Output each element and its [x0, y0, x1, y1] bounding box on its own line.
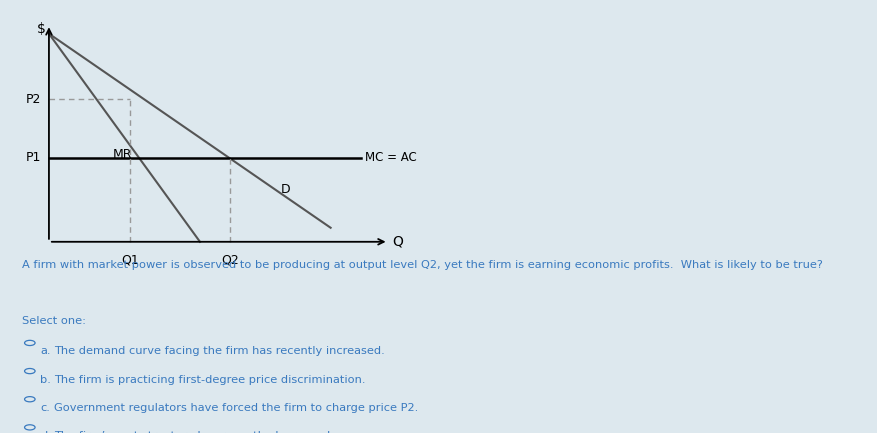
Text: D: D: [281, 183, 290, 196]
Text: MC = AC: MC = AC: [366, 151, 417, 164]
Text: The demand curve facing the firm has recently increased.: The demand curve facing the firm has rec…: [54, 346, 385, 356]
Text: Government regulators have forced the firm to charge price P2.: Government regulators have forced the fi…: [54, 403, 418, 413]
Text: $: $: [38, 22, 46, 36]
Text: c.: c.: [40, 403, 50, 413]
Text: d.: d.: [40, 431, 51, 433]
Text: The firm’s cost structure has recently decreased.: The firm’s cost structure has recently d…: [54, 431, 334, 433]
Text: b.: b.: [40, 375, 51, 385]
Text: A firm with market power is observed to be producing at output level Q2, yet the: A firm with market power is observed to …: [22, 260, 823, 270]
Text: The firm is practicing first-degree price discrimination.: The firm is practicing first-degree pric…: [54, 375, 366, 385]
Text: a.: a.: [40, 346, 51, 356]
Text: Q: Q: [392, 235, 403, 249]
Text: P1: P1: [25, 151, 41, 164]
Text: Q2: Q2: [221, 253, 239, 266]
Text: Q1: Q1: [121, 253, 139, 266]
Text: Select one:: Select one:: [22, 316, 86, 326]
Text: MR: MR: [112, 148, 132, 161]
Text: P2: P2: [25, 93, 41, 106]
